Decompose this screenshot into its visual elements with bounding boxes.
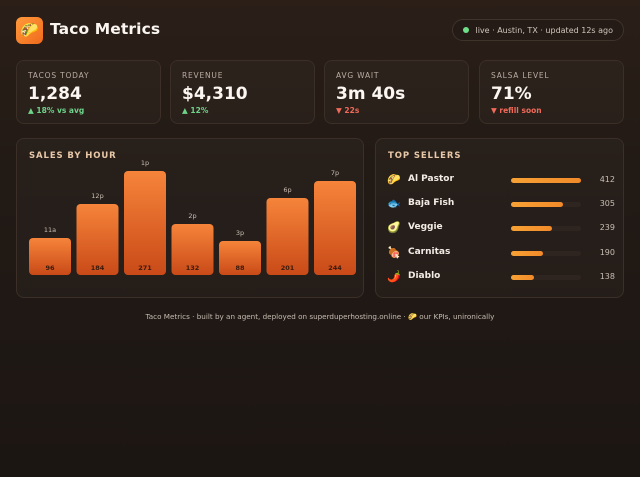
kpi-label: TACOS TODAY [28,71,90,80]
bar-hour-label: 3p [236,229,244,237]
bar-11a [29,238,71,275]
kpi-value: 71% [491,84,532,104]
bar-value-label: 244 [328,264,342,272]
kpi-value: 3m 40s [336,84,406,104]
header: 🌮 Taco Metrics live · Austin, TX · updat… [16,17,624,45]
seller-name: Al Pastor [408,174,454,184]
kpi-value: 1,284 [28,84,82,104]
status-pill: live · Austin, TX · updated 12s ago [452,19,624,41]
bar-7p [314,181,356,275]
kpi-label: REVENUE [182,71,224,80]
meat-icon: 🍖 [387,246,401,259]
live-dot-icon [463,27,470,33]
seller-count: 412 [599,175,615,184]
seller-count: 305 [599,199,615,208]
seller-count: 239 [599,223,615,232]
bar-value-label: 96 [45,264,55,272]
chili-icon: 🌶️ [387,270,401,283]
seller-count: 138 [599,272,615,281]
bar-hour-label: 11a [44,226,56,234]
app-title: Taco Metrics [50,20,161,38]
seller-name: Veggie [408,222,443,232]
bar-hour-label: 1p [141,159,149,167]
seller-row-diablo: 🌶️ Diablo 138 [386,269,615,285]
kpi-delta: ▲ 12% [182,106,209,115]
seller-bar-fill [511,202,563,207]
panel-title: SALES BY HOUR [29,151,117,161]
bar-value-label: 271 [138,264,152,272]
bar-value-label: 201 [281,264,295,272]
bar-hour-label: 7p [331,169,339,177]
kpi-delta: ▲ 18% vs avg [28,106,85,115]
seller-bar-track [511,251,581,256]
seller-bar-track [511,202,581,207]
kpi-row: TACOS TODAY 1,284 ▲ 18% vs avg REVENUE $… [16,60,624,124]
seller-row-al-pastor: 🌮 Al Pastor 412 [386,172,615,188]
seller-name: Diablo [408,271,441,281]
kpi-card-avg-wait: AVG WAIT 3m 40s ▼ 22s [324,60,469,124]
bar-value-label: 184 [91,264,105,272]
panel-title: TOP SELLERS [388,151,462,161]
taco-icon: 🌮 [387,173,401,186]
bar-value-label: 132 [186,264,200,272]
bar-6p [266,198,309,275]
seller-bar-fill [511,251,544,256]
footer-text: Taco Metrics · built by an agent, deploy… [145,312,495,321]
seller-count: 190 [599,248,615,257]
seller-bar-fill [511,226,552,231]
seller-row-baja-fish: 🐟 Baja Fish 305 [386,196,615,212]
sales-by-hour-panel: SALES BY HOUR 11a 96 12p 184 1p 271 2p 132 3p 88 6… [16,138,364,298]
sales-bar-chart: 11a 96 12p 184 1p 271 2p 132 3p 88 6p 201 7p 244 [29,159,356,275]
bar-hour-label: 6p [283,186,291,194]
seller-bar-fill [511,178,581,183]
kpi-value: $4,310 [182,84,248,104]
bar-value-label: 88 [235,264,245,272]
kpi-delta: ▼ refill soon [491,106,542,115]
seller-bar-track [511,178,581,183]
status-text: live · Austin, TX · updated 12s ago [475,25,613,35]
bar-1p [124,171,166,275]
seller-row-veggie: 🥑 Veggie 239 [386,220,615,236]
seller-row-carnitas: 🍖 Carnitas 190 [386,245,615,261]
kpi-label: AVG WAIT [336,71,380,80]
fish-icon: 🐟 [387,197,401,210]
seller-name: Baja Fish [408,198,455,208]
kpi-card-salsa-level: SALSA LEVEL 71% ▼ refill soon [479,60,624,124]
bar-3p [219,241,261,275]
avocado-icon: 🥑 [387,221,401,234]
kpi-card-revenue: REVENUE $4,310 ▲ 12% [170,60,315,124]
bar-12p [76,204,119,275]
kpi-delta: ▼ 22s [336,106,360,115]
kpi-label: SALSA LEVEL [491,71,550,80]
seller-bar-fill [511,275,535,280]
seller-bar-track [511,275,581,280]
bar-2p [171,224,214,275]
top-sellers-panel: TOP SELLERS 🌮 Al Pastor 412 🐟 Baja Fish … [375,138,624,298]
bar-hour-label: 12p [91,192,103,200]
seller-bar-track [511,226,581,231]
bar-hour-label: 2p [188,212,196,220]
seller-name: Carnitas [408,247,451,257]
kpi-card-tacos-today: TACOS TODAY 1,284 ▲ 18% vs avg [16,60,161,124]
taco-logo-icon: 🌮 [16,17,43,44]
